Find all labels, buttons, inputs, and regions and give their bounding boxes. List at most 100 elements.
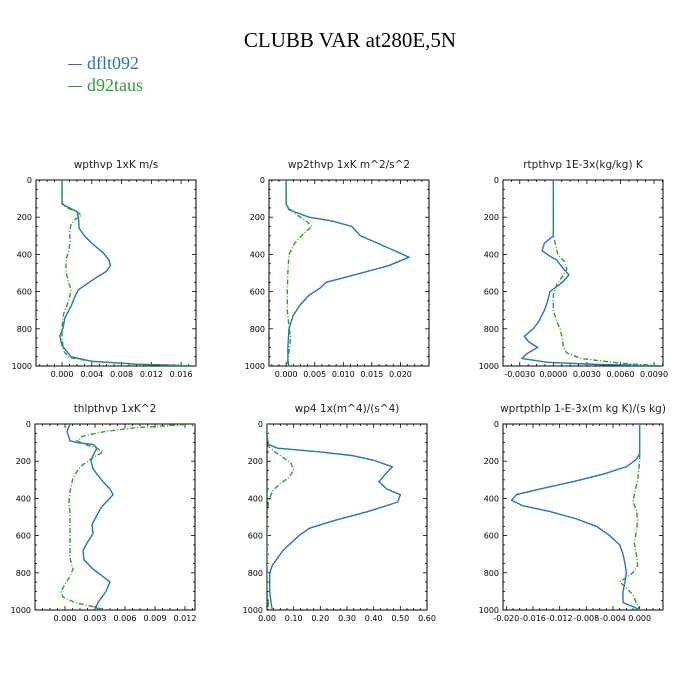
y-tick-label: 800 [250,325,265,334]
x-tick-label: 0.015 [360,370,383,379]
y-tick-label: 800 [17,325,32,334]
x-tick-label: 0.016 [170,370,193,379]
series-line-d92taus [60,424,195,610]
panel-title: wp2thvp 1xK m^2/s^2 [288,159,410,171]
panel-1: wpthvp 1xK m/s 0 200 400 600 800 1000 0.000 0.00… [12,159,197,379]
y-tick-label: 400 [17,250,32,259]
x-tick-label: 0.20 [311,614,329,623]
x-tick-label: 0.0030 [573,370,601,379]
x-tick-label: 0.006 [114,614,137,623]
legend-swatch-1 [68,64,82,66]
y-tick-label: 1000 [243,606,263,615]
x-tick-label: 0.010 [332,370,355,379]
x-tick-label: 0.009 [144,614,167,623]
y-tick-label: 0 [27,176,32,185]
series-line-d92taus [267,424,295,610]
x-tick-label: 0.0060 [606,370,634,379]
legend-label-2: d92taus [87,75,143,95]
series-line-d92taus [618,424,641,610]
plot-frame [502,179,664,367]
series-line-dflt092 [510,424,641,610]
panel-title: wp4 1x(m^4)/(s^4) [295,403,400,415]
series-line-d92taus [61,180,196,366]
y-tick-label: 0 [258,420,263,429]
panel-6: wprtpthlp 1-E-3x(m kg K)/(s kg)0 200 400 60… [479,403,666,623]
x-tick-label: 0.30 [338,614,356,623]
legend-item-2: d92taus [68,74,143,96]
y-tick-label: 200 [484,457,499,466]
y-tick-label: 800 [484,325,499,334]
y-tick-label: 1000 [11,606,31,615]
legend-label-1: dflt092 [87,53,139,73]
x-tick-label: -0.020 [493,614,519,623]
x-tick-label: -0.012 [547,614,573,623]
series-line-dflt092 [267,424,402,610]
y-tick-label: 400 [484,494,499,503]
y-tick-label: 200 [248,457,263,466]
y-tick-label: 0 [494,420,499,429]
series-line-dflt092 [66,424,114,610]
x-tick-label: 0.000 [628,614,651,623]
series-line-dflt092 [520,180,663,366]
y-tick-label: 600 [16,532,31,541]
y-tick-label: 200 [250,213,265,222]
y-tick-label: 200 [16,457,31,466]
x-tick-label: 0.60 [418,614,436,623]
x-tick-label: 0.000 [275,370,298,379]
panel-2: wp2thvp 1xK m^2/s^2 0 200 400 600 800 1000 0.00… [245,159,430,379]
x-tick-label: -0.0030 [504,370,535,379]
x-tick-label: -0.004 [600,614,626,623]
y-tick-label: 1000 [245,362,265,371]
legend-item-1: dflt092 [68,52,143,74]
panel-title: rtpthvp 1E-3x(kg/kg) K [523,159,644,171]
y-tick-label: 600 [484,288,499,297]
panel-3: rtpthvp 1E-3x(kg/kg) K 0 200 400 600 800 1000-… [479,159,668,379]
y-tick-label: 600 [250,288,265,297]
y-tick-label: 800 [484,569,499,578]
panel-title: wpthvp 1xK m/s [74,159,159,171]
y-tick-label: 1000 [12,362,32,371]
panel-title: thlpthvp 1xK^2 [74,403,157,415]
series-line-d92taus [285,180,313,366]
y-tick-label: 400 [16,494,31,503]
x-tick-label: 0.0090 [640,370,668,379]
plot-frame [34,423,196,611]
x-tick-label: 0.008 [110,370,133,379]
y-tick-label: 1000 [479,606,499,615]
x-tick-label: 0.012 [140,370,163,379]
legend: dflt092 d92taus [68,52,143,96]
x-tick-label: -0.008 [573,614,599,623]
panel-title: wprtpthlp 1-E-3x(m kg K)/(s kg) [500,403,666,415]
panel-4: thlpthvp 1xK^2 0 200 400 600 800 1000 0.000 0.00… [11,403,197,623]
x-tick-label: 0.004 [80,370,103,379]
x-tick-label: -0.016 [520,614,546,623]
y-tick-label: 200 [17,213,32,222]
y-tick-label: 600 [484,532,499,541]
y-tick-label: 600 [248,532,263,541]
x-tick-label: 0.005 [303,370,326,379]
x-tick-label: 0.10 [285,614,303,623]
page-title: CLUBB VAR at280E,5N [243,28,457,52]
x-tick-label: 0.000 [54,614,77,623]
x-tick-label: 0.40 [365,614,383,623]
y-tick-label: 400 [248,494,263,503]
legend-swatch-2 [68,86,82,88]
y-tick-label: 400 [484,250,499,259]
y-tick-label: 200 [484,213,499,222]
plot-frame [268,179,430,367]
y-tick-label: 1000 [479,362,499,371]
y-tick-label: 0 [494,176,499,185]
x-tick-label: 0.00 [258,614,276,623]
series-line-dflt092 [59,180,196,366]
y-tick-label: 800 [248,569,263,578]
x-tick-label: 0.020 [389,370,412,379]
series-line-d92taus [552,180,663,366]
x-tick-label: 0.50 [391,614,409,623]
x-tick-label: 0.000 [51,370,74,379]
x-tick-label: 0.003 [84,614,107,623]
series-line-dflt092 [285,180,411,366]
y-tick-label: 400 [250,250,265,259]
y-tick-label: 800 [16,569,31,578]
